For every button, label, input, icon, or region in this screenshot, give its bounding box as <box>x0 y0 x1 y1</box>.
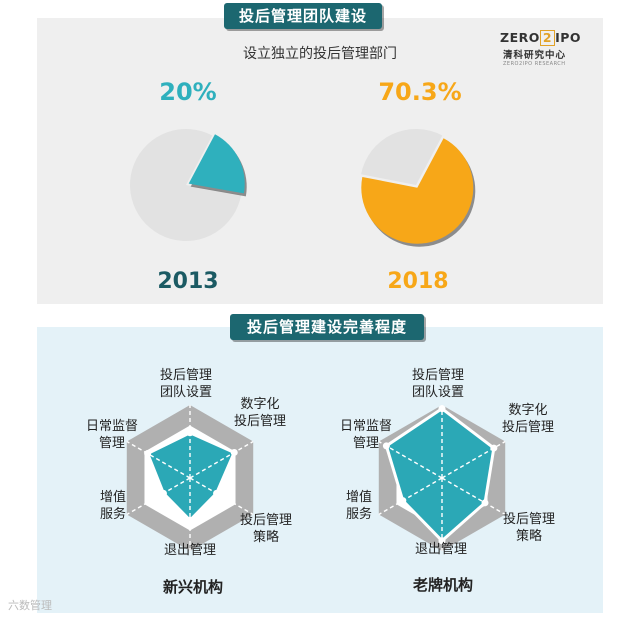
radar1-axis-4 <box>126 477 191 516</box>
radar1-label-team: 投后管理 团队设置 <box>160 368 213 400</box>
radar2-label-strategy: 投后管理 策略 <box>503 512 556 544</box>
radar2-axis-1 <box>441 440 506 479</box>
radar1-name: 新兴机构 <box>162 578 223 596</box>
radar1-axis-5 <box>126 440 191 479</box>
radar1-point-2 <box>213 489 221 497</box>
radar2-point-2 <box>481 499 489 507</box>
radar1-label-monitoring: 日常监督 管理 <box>86 419 139 451</box>
pie-2018-slice-rest <box>361 128 443 185</box>
radar2-label-exit: 退出管理 <box>415 542 468 557</box>
radar2-point-3 <box>438 537 446 545</box>
radar2-label-team: 投后管理 团队设置 <box>412 368 465 400</box>
section-title-team: 投后管理团队建设 <box>224 3 382 29</box>
radar2-point-1 <box>490 444 498 452</box>
radar1-point-5 <box>144 450 152 458</box>
radar2-axis-4 <box>378 477 443 516</box>
radar1-point-3 <box>186 516 194 524</box>
radar1-label-value-added: 增值 服务 <box>100 490 127 522</box>
section-title-maturity: 投后管理建设完善程度 <box>230 314 424 340</box>
radar1-point-1 <box>230 448 238 456</box>
radar2-point-5 <box>382 442 390 450</box>
radar2-label-value-added: 增值 服务 <box>346 490 373 522</box>
radar2-point-4 <box>399 497 407 505</box>
radar1-label-exit: 退出管理 <box>164 543 217 558</box>
pie-2018-slice-value <box>361 138 474 244</box>
pie-2013-year: 2013 <box>157 269 219 294</box>
pie-2018-percent: 70.3% <box>378 78 462 106</box>
top-panel <box>37 18 603 304</box>
radar1-point-4 <box>159 489 167 497</box>
pie-2013-slice-rest <box>130 128 242 241</box>
radar2-name: 老牌机构 <box>412 576 473 594</box>
pie-2013-slice-value <box>188 134 245 194</box>
radar2-label-digital: 数字化 投后管理 <box>502 403 555 435</box>
radar2-axis-5 <box>378 440 443 479</box>
radar2-axis-2 <box>441 477 506 516</box>
pie-2018-year: 2018 <box>387 269 449 294</box>
chart-subtitle: 设立独立的投后管理部门 <box>243 46 397 62</box>
radar1-axis-1 <box>189 440 254 479</box>
radar1-label-strategy: 投后管理 策略 <box>240 513 293 545</box>
zero2ipo-logo: ZERO 2 IPO 清科研究中心 ZERO2IPO RESEARCH <box>500 30 582 67</box>
watermark: 六数管理 <box>8 599 52 612</box>
radar2-point-0 <box>438 405 446 413</box>
radar1-axis-2 <box>189 477 254 516</box>
radar1-label-digital: 数字化 投后管理 <box>234 397 287 429</box>
radar2-label-monitoring: 日常监督 管理 <box>340 419 393 451</box>
pie-2013-percent: 20% <box>159 78 217 106</box>
radar1-point-0 <box>186 429 194 437</box>
